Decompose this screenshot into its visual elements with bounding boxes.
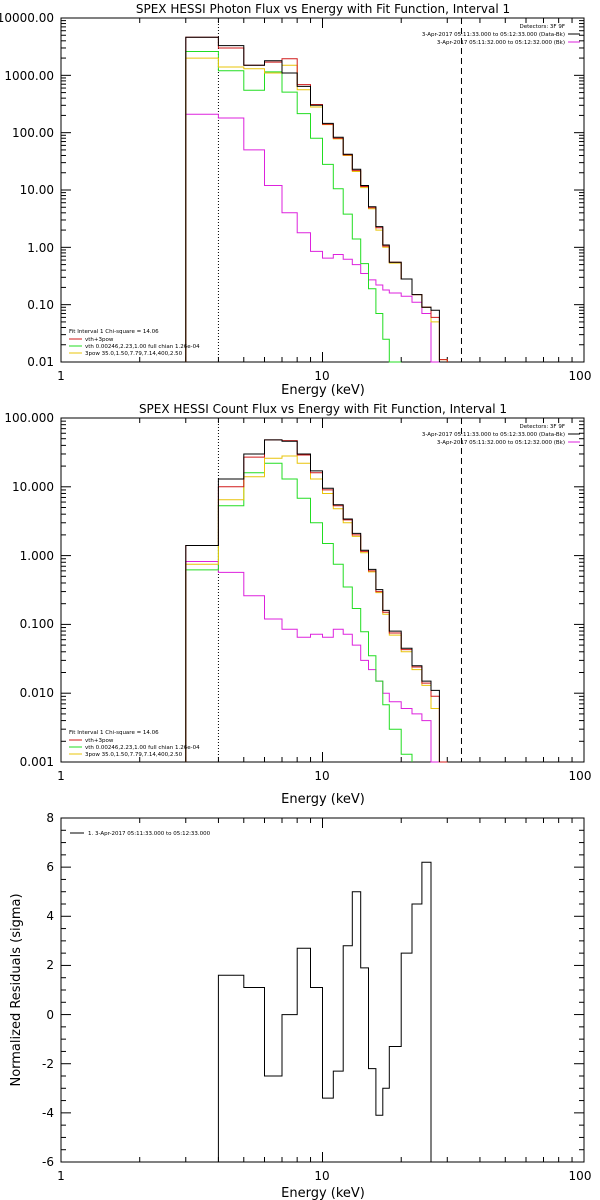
residual-y-tick-label: -6 bbox=[42, 1155, 54, 1169]
count-flux-marks bbox=[60, 418, 584, 763]
photon-fit-label: vth 0.00246,2.23,1.00 full chian 1.26e-0… bbox=[85, 344, 200, 350]
residual-y-tick-label: -4 bbox=[42, 1106, 54, 1120]
count-series-2 bbox=[185, 462, 413, 762]
photon-flux-x-ticks: 1 10 100 bbox=[57, 369, 591, 383]
count-series-4 bbox=[185, 561, 440, 763]
count-flux-y-ticks: 0.001 0.010 0.100 1.000 10.000 100.000 bbox=[4, 411, 54, 769]
photon-x-axis-label: Energy (keV) bbox=[281, 383, 365, 398]
photon-flux-marks bbox=[60, 18, 584, 363]
count-y-tick-label: 10.000 bbox=[12, 480, 54, 494]
count-legend-label: 3-Apr-2017 05:11:32.000 to 05:12:32.000 … bbox=[437, 440, 565, 446]
residuals-x-ticks: 1 10 100 bbox=[57, 1169, 591, 1183]
photon-x-tick-label: 100 bbox=[569, 369, 592, 383]
residual-y-tick-label: 4 bbox=[46, 909, 54, 923]
residual-legend-label: 1. 3-Apr-2017 05:11:33.000 to 05:12:33.0… bbox=[88, 831, 211, 837]
count-x-axis-label: Energy (keV) bbox=[281, 792, 365, 807]
photon-x-tick-label: 1 bbox=[57, 369, 65, 383]
photon-legend-header: Detectors: 3F 9F bbox=[519, 24, 565, 30]
count-legend-label: 3-Apr-2017 05:11:33.000 to 05:12:33.000 … bbox=[422, 432, 565, 438]
count-flux-title: SPEX HESSI Count Flux vs Energy with Fit… bbox=[139, 402, 507, 416]
photon-y-tick-label: 0.10 bbox=[27, 298, 54, 312]
residual-y-tick-label: -2 bbox=[42, 1057, 54, 1071]
photon-series-0 bbox=[185, 36, 440, 362]
residual-y-axis-label: Normalized Residuals (sigma) bbox=[9, 893, 24, 1086]
count-series-0 bbox=[185, 439, 440, 762]
residual-x-tick-label: 1 bbox=[57, 1169, 65, 1183]
photon-y-tick-label: 0.01 bbox=[27, 355, 54, 369]
photon-fit-header: Fit Interval 1 Chi-square = 14.06 bbox=[69, 329, 159, 335]
photon-legend-bottom: Fit Interval 1 Chi-square = 14.06 vth+3p… bbox=[69, 329, 200, 357]
residual-y-tick-label: 2 bbox=[46, 958, 54, 972]
photon-flux-title: SPEX HESSI Photon Flux vs Energy with Fi… bbox=[136, 2, 510, 16]
residual-y-tick-label: 0 bbox=[46, 1008, 54, 1022]
photon-y-tick-label: 1.00 bbox=[27, 241, 54, 255]
photon-y-tick-label: 100.00 bbox=[12, 126, 54, 140]
photon-legend-label: 3-Apr-2017 05:11:32.000 to 05:12:32.000 … bbox=[437, 40, 565, 46]
photon-y-tick-label: 1000.00 bbox=[4, 69, 54, 83]
count-y-tick-label: 0.001 bbox=[20, 755, 54, 769]
count-y-tick-label: 0.100 bbox=[20, 617, 54, 631]
residual-x-axis-label: Energy (keV) bbox=[281, 1186, 365, 1200]
count-x-tick-label: 10 bbox=[314, 769, 329, 783]
photon-fit-label: 3pow 35.0,1.50,7.79,7.14,400,2.50 bbox=[85, 351, 183, 357]
photon-legend-top: Detectors: 3F 9F 3-Apr-2017 05:11:33.000… bbox=[422, 24, 580, 46]
photon-y-tick-label: 10000.00 bbox=[0, 11, 54, 25]
residual-x-tick-label: 10 bbox=[314, 1169, 329, 1183]
residual-x-tick-label: 100 bbox=[569, 1169, 592, 1183]
count-fit-label: vth+3pow bbox=[85, 738, 114, 744]
count-x-tick-label: 1 bbox=[57, 769, 65, 783]
photon-flux-y-ticks: 0.01 0.10 1.00 10.00 100.00 1000.00 1000… bbox=[0, 11, 54, 369]
count-fit-label: vth 0.00246,2.23,1.00 full chian 1.26e-0… bbox=[85, 745, 200, 751]
residual-series-0 bbox=[217, 861, 432, 1162]
photon-x-tick-label: 10 bbox=[314, 369, 329, 383]
count-series-3 bbox=[185, 455, 448, 763]
photon-flux-panel: SPEX HESSI Photon Flux vs Energy with Fi… bbox=[0, 2, 591, 398]
photon-legend-label: 3-Apr-2017 05:11:33.000 to 05:12:33.000 … bbox=[422, 32, 565, 38]
photon-series-2 bbox=[185, 51, 402, 363]
residual-legend: 1. 3-Apr-2017 05:11:33.000 to 05:12:33.0… bbox=[70, 831, 211, 837]
residual-y-tick-label: 8 bbox=[46, 811, 54, 825]
photon-y-tick-label: 10.00 bbox=[20, 183, 54, 197]
count-y-tick-label: 1.000 bbox=[20, 549, 54, 563]
residuals-marks bbox=[60, 817, 584, 1163]
count-legend-top: Detectors: 3F 9F 3-Apr-2017 05:11:33.000… bbox=[422, 424, 580, 446]
count-flux-x-ticks: 1 10 100 bbox=[57, 769, 591, 783]
count-fit-header: Fit Interval 1 Chi-square = 14.06 bbox=[69, 730, 159, 736]
residuals-y-ticks: -6 -4 -2 0 2 4 6 8 bbox=[42, 811, 54, 1169]
photon-series-4 bbox=[185, 113, 440, 363]
residual-y-tick-label: 6 bbox=[46, 860, 54, 874]
count-flux-panel: SPEX HESSI Count Flux vs Energy with Fit… bbox=[4, 402, 591, 807]
count-legend-bottom: Fit Interval 1 Chi-square = 14.06 vth+3p… bbox=[69, 730, 200, 758]
count-x-tick-label: 100 bbox=[569, 769, 592, 783]
count-legend-header: Detectors: 3F 9F bbox=[519, 424, 565, 430]
residuals-panel: 1 10 100 -6 -4 -2 0 2 4 6 8 Energy (keV)… bbox=[9, 811, 591, 1200]
count-fit-label: 3pow 35.0,1.50,7.79,7.14,400,2.50 bbox=[85, 752, 183, 758]
count-y-tick-label: 0.010 bbox=[20, 686, 54, 700]
photon-fit-label: vth+3pow bbox=[85, 337, 114, 343]
count-y-tick-label: 100.000 bbox=[4, 411, 54, 425]
